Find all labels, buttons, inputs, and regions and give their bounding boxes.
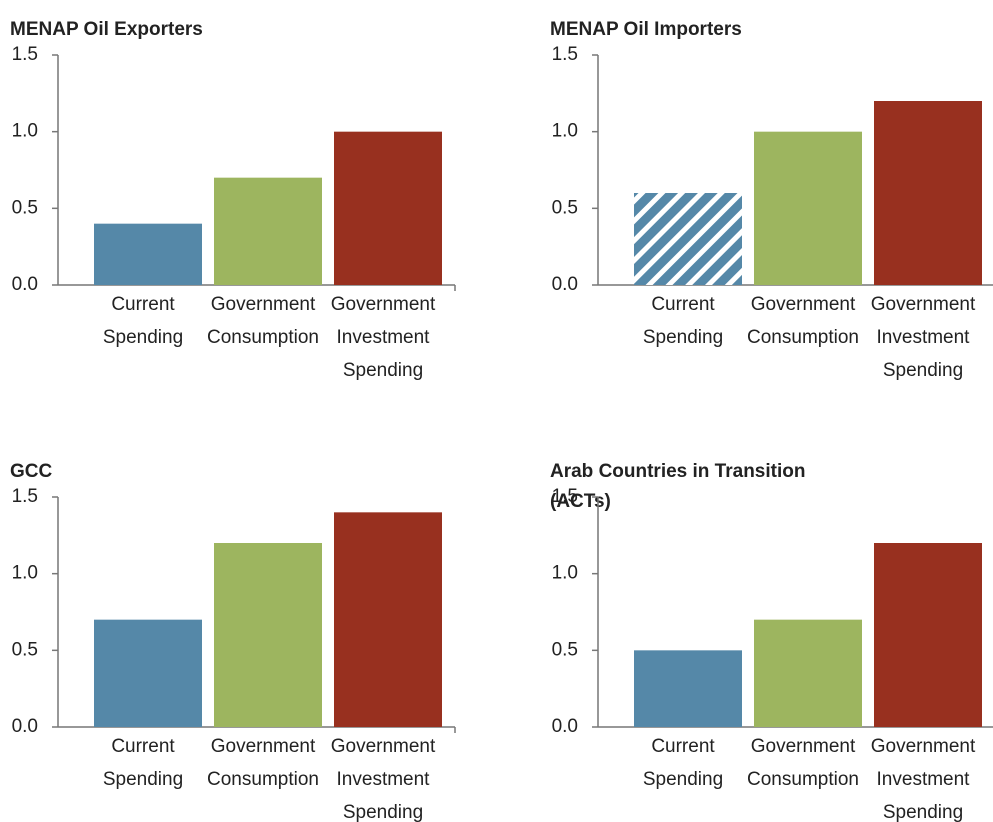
y-tick-label: 0.5: [552, 639, 578, 660]
x-tick-label: Government: [211, 294, 316, 315]
y-tick-label: 0.0: [552, 716, 578, 737]
x-tick-label: Government: [211, 736, 316, 757]
y-tick-label: 1.5: [12, 486, 38, 507]
x-tick-label: Spending: [643, 769, 723, 790]
y-tick-label: 1.0: [552, 563, 578, 584]
y-tick-label: 1.0: [552, 121, 578, 142]
x-tick-label: Current: [651, 736, 715, 757]
x-tick-label: Consumption: [207, 327, 319, 348]
x-tick-label: Government: [331, 294, 436, 315]
bar: [634, 650, 742, 727]
y-tick-label: 0.5: [552, 197, 578, 218]
y-tick-label: 0.0: [12, 716, 38, 737]
x-tick-label: Current: [111, 294, 175, 315]
y-tick-label: 0.0: [552, 274, 578, 295]
bar: [334, 131, 442, 285]
chart-title: MENAP Oil Exporters: [10, 19, 203, 40]
chart-title: GCC: [10, 461, 53, 482]
y-tick-label: 1.0: [12, 121, 38, 142]
y-tick-label: 0.0: [12, 274, 38, 295]
x-tick-label: Consumption: [747, 769, 859, 790]
bar: [334, 512, 442, 727]
x-tick-label: Government: [751, 736, 856, 757]
bar: [94, 619, 202, 727]
bar: [754, 131, 862, 285]
x-tick-label: Current: [651, 294, 715, 315]
bar: [94, 223, 202, 285]
bar: [214, 177, 322, 285]
x-tick-label: Spending: [103, 327, 183, 348]
y-tick-label: 0.5: [12, 197, 38, 218]
bar: [754, 619, 862, 727]
x-tick-label: Spending: [883, 802, 963, 822]
bar: [634, 193, 742, 285]
x-tick-label: Government: [871, 294, 976, 315]
x-tick-label: Government: [751, 294, 856, 315]
x-tick-label: Spending: [343, 360, 423, 381]
chart-title: MENAP Oil Importers: [550, 19, 742, 40]
bar: [874, 101, 982, 285]
bar: [214, 543, 322, 727]
x-tick-label: Consumption: [747, 327, 859, 348]
x-tick-label: Investment: [337, 327, 431, 348]
y-tick-label: 1.0: [12, 563, 38, 584]
x-tick-label: Government: [331, 736, 436, 757]
x-tick-label: Consumption: [207, 769, 319, 790]
x-tick-label: Investment: [877, 769, 971, 790]
y-tick-label: 1.5: [552, 44, 578, 65]
x-tick-label: Investment: [877, 327, 971, 348]
bar: [874, 543, 982, 727]
x-tick-label: Spending: [343, 802, 423, 822]
x-tick-label: Spending: [643, 327, 723, 348]
x-tick-label: Government: [871, 736, 976, 757]
y-tick-label: 1.5: [552, 486, 578, 507]
chart-title: Arab Countries in Transition: [550, 461, 805, 482]
y-tick-label: 0.5: [12, 639, 38, 660]
x-tick-label: Investment: [337, 769, 431, 790]
y-tick-label: 1.5: [12, 44, 38, 65]
x-tick-label: Current: [111, 736, 175, 757]
x-tick-label: Spending: [883, 360, 963, 381]
x-tick-label: Spending: [103, 769, 183, 790]
